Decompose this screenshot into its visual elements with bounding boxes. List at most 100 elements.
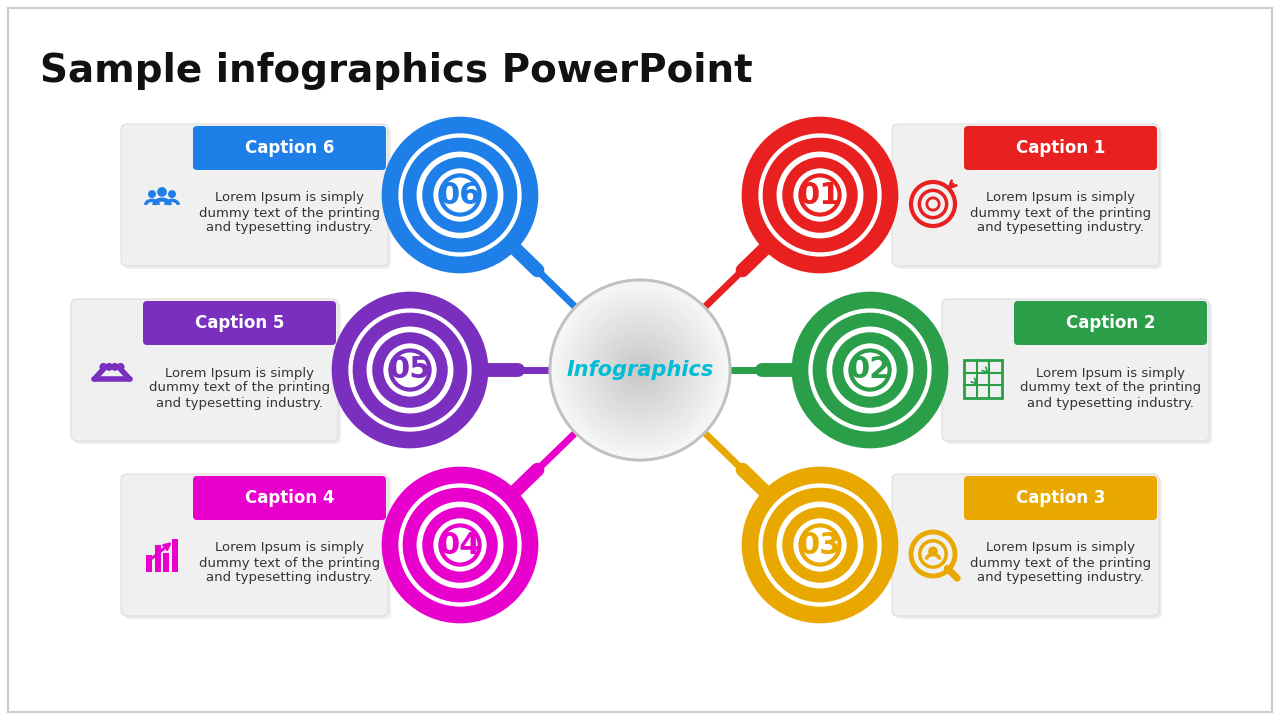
Text: 02: 02 [849, 356, 891, 384]
Circle shape [628, 359, 652, 382]
Circle shape [572, 302, 708, 438]
Circle shape [589, 318, 691, 422]
Circle shape [575, 305, 705, 436]
Circle shape [111, 363, 119, 371]
Circle shape [617, 348, 663, 392]
Circle shape [599, 330, 681, 410]
Text: Caption 4: Caption 4 [244, 489, 334, 507]
Circle shape [604, 334, 676, 406]
Circle shape [620, 350, 660, 390]
FancyBboxPatch shape [895, 477, 1162, 619]
Circle shape [563, 294, 717, 446]
Circle shape [571, 300, 709, 440]
Circle shape [616, 346, 664, 395]
Text: Caption 2: Caption 2 [1066, 314, 1156, 332]
Circle shape [566, 296, 714, 444]
Text: Lorem Ipsum is simply
dummy text of the printing
and typesetting industry.: Lorem Ipsum is simply dummy text of the … [970, 541, 1151, 585]
Circle shape [566, 296, 714, 444]
Circle shape [602, 332, 678, 408]
FancyBboxPatch shape [1014, 301, 1207, 345]
Circle shape [572, 302, 708, 438]
Circle shape [440, 526, 480, 564]
Circle shape [559, 289, 721, 451]
Circle shape [635, 366, 645, 374]
Circle shape [561, 292, 719, 449]
Text: Lorem Ipsum is simply
dummy text of the printing
and typesetting industry.: Lorem Ipsum is simply dummy text of the … [1020, 366, 1201, 410]
Circle shape [635, 366, 645, 374]
Bar [155, 545, 161, 572]
Circle shape [581, 312, 699, 428]
Circle shape [552, 282, 728, 458]
Text: Lorem Ipsum is simply
dummy text of the printing
and typesetting industry.: Lorem Ipsum is simply dummy text of the … [198, 541, 380, 585]
FancyBboxPatch shape [124, 477, 390, 619]
Circle shape [589, 318, 691, 422]
FancyBboxPatch shape [942, 299, 1210, 441]
Circle shape [571, 300, 709, 440]
Circle shape [557, 287, 723, 454]
Circle shape [561, 292, 719, 449]
Text: Caption 3: Caption 3 [1016, 489, 1105, 507]
Circle shape [928, 546, 938, 556]
Circle shape [584, 314, 696, 426]
Circle shape [622, 352, 658, 388]
Text: Sample infographics PowerPoint: Sample infographics PowerPoint [40, 52, 753, 90]
Circle shape [602, 332, 678, 408]
Text: Caption 5: Caption 5 [195, 314, 284, 332]
Circle shape [568, 298, 712, 442]
FancyBboxPatch shape [892, 124, 1158, 266]
Text: Lorem Ipsum is simply
dummy text of the printing
and typesetting industry.: Lorem Ipsum is simply dummy text of the … [198, 192, 380, 235]
FancyBboxPatch shape [895, 127, 1162, 269]
Text: 05: 05 [389, 356, 431, 384]
Circle shape [800, 176, 840, 215]
Circle shape [557, 287, 723, 454]
Circle shape [598, 328, 682, 413]
Text: Lorem Ipsum is simply
dummy text of the printing
and typesetting industry.: Lorem Ipsum is simply dummy text of the … [148, 366, 330, 410]
Circle shape [628, 359, 652, 382]
Circle shape [800, 526, 840, 564]
Text: Infographics: Infographics [566, 360, 714, 380]
Circle shape [577, 307, 703, 433]
Text: 01: 01 [799, 181, 841, 210]
Circle shape [626, 356, 654, 384]
Circle shape [593, 323, 687, 418]
Bar [146, 555, 152, 572]
Circle shape [626, 356, 654, 384]
Circle shape [637, 368, 643, 372]
Bar [164, 554, 169, 572]
FancyBboxPatch shape [122, 474, 388, 616]
Circle shape [598, 328, 682, 413]
Circle shape [390, 351, 430, 390]
Circle shape [850, 351, 890, 390]
Text: Lorem Ipsum is simply
dummy text of the printing
and typesetting industry.: Lorem Ipsum is simply dummy text of the … [970, 192, 1151, 235]
FancyBboxPatch shape [124, 127, 390, 269]
Circle shape [637, 368, 643, 372]
Circle shape [634, 364, 646, 377]
Circle shape [616, 346, 664, 395]
FancyBboxPatch shape [122, 124, 388, 266]
Circle shape [611, 341, 669, 400]
Text: Caption 6: Caption 6 [244, 139, 334, 157]
FancyBboxPatch shape [193, 476, 387, 520]
Circle shape [613, 343, 667, 397]
Circle shape [625, 354, 655, 386]
Circle shape [607, 336, 673, 404]
Circle shape [613, 343, 667, 397]
FancyBboxPatch shape [945, 302, 1212, 444]
Circle shape [631, 361, 649, 379]
Circle shape [620, 350, 660, 390]
Circle shape [577, 307, 703, 433]
FancyBboxPatch shape [964, 476, 1157, 520]
Circle shape [554, 284, 726, 456]
Circle shape [550, 280, 730, 460]
FancyBboxPatch shape [892, 474, 1158, 616]
Circle shape [590, 320, 690, 420]
Circle shape [590, 320, 690, 420]
FancyBboxPatch shape [74, 302, 340, 444]
FancyBboxPatch shape [193, 126, 387, 170]
Circle shape [168, 190, 175, 198]
Circle shape [617, 348, 663, 392]
Bar [964, 360, 1002, 397]
Text: Infographics: Infographics [566, 360, 714, 380]
Text: 06: 06 [439, 181, 481, 210]
Circle shape [608, 338, 672, 402]
